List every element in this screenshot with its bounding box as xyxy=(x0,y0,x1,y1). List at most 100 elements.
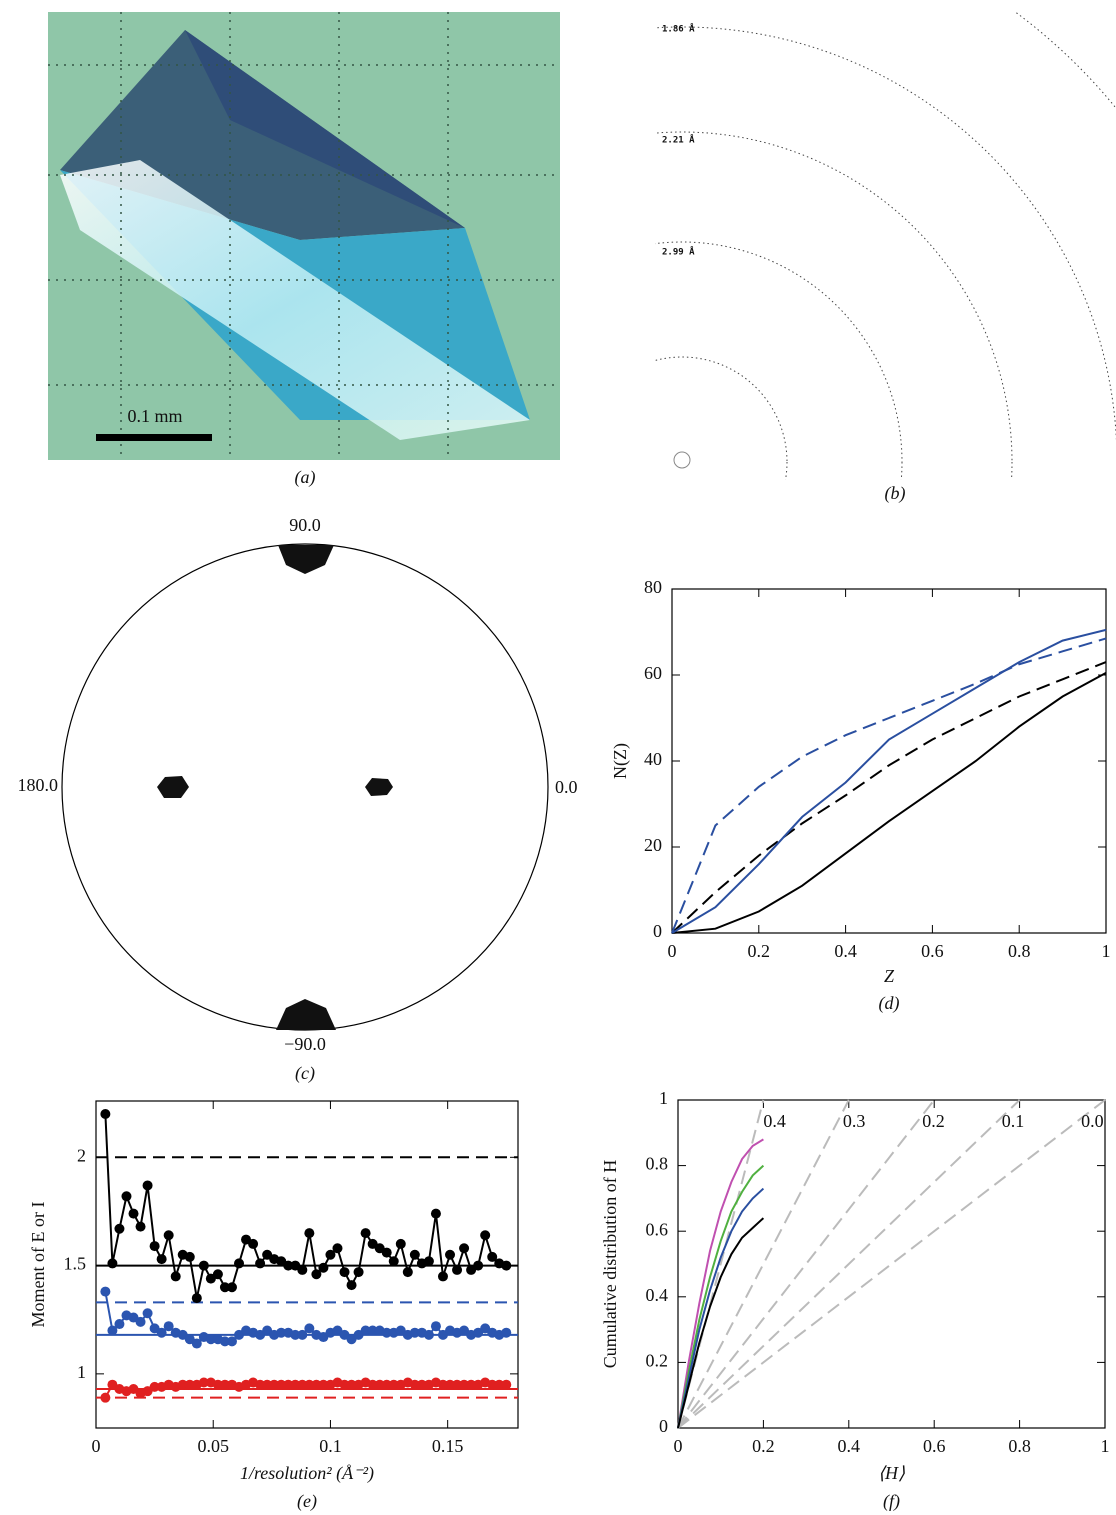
marker xyxy=(142,1308,153,1319)
x-tick-label: 0.8 xyxy=(1008,941,1031,961)
marker xyxy=(283,1379,294,1390)
marker xyxy=(191,1293,202,1304)
marker xyxy=(248,1238,259,1249)
y-tick-label: 20 xyxy=(644,835,662,855)
series-line xyxy=(671,628,1107,934)
marker xyxy=(135,1221,146,1232)
marker xyxy=(276,1327,287,1338)
peak xyxy=(365,778,393,796)
marker xyxy=(276,1379,287,1390)
marker xyxy=(297,1329,308,1340)
marker xyxy=(381,1327,392,1338)
marker xyxy=(452,1379,463,1390)
marker xyxy=(100,1108,111,1119)
x-axis-label: 1/resolution² (Å⁻²) xyxy=(240,1463,374,1484)
y-tick-label: 2 xyxy=(77,1145,86,1165)
series-line xyxy=(677,1099,765,1429)
marker xyxy=(346,1379,357,1390)
x-tick-label: 0.2 xyxy=(752,1436,775,1456)
marker xyxy=(149,1381,160,1392)
x-tick-label: 0 xyxy=(668,941,677,961)
stereogram-circle xyxy=(61,543,549,1031)
marker xyxy=(121,1191,132,1202)
x-tick-label: 1 xyxy=(1102,941,1111,961)
marker xyxy=(409,1249,420,1260)
angle-label: 180.0 xyxy=(18,775,59,795)
marker xyxy=(445,1379,456,1390)
marker xyxy=(219,1379,230,1390)
caption: (a) xyxy=(295,467,316,488)
series-line xyxy=(677,1138,764,1429)
y-tick-label: 80 xyxy=(644,577,662,597)
marker xyxy=(473,1260,484,1271)
resolution-rings xyxy=(655,12,1116,480)
beam-stop xyxy=(655,455,745,465)
y-tick-label: 0 xyxy=(653,921,662,941)
marker xyxy=(437,1271,448,1282)
marker xyxy=(107,1258,118,1269)
marker xyxy=(198,1377,209,1388)
marker xyxy=(163,1230,174,1241)
marker xyxy=(501,1327,512,1338)
marker xyxy=(339,1379,350,1390)
series-line xyxy=(671,671,1107,934)
series-line xyxy=(677,1164,765,1429)
marker xyxy=(339,1267,350,1278)
angle-label: 0.0 xyxy=(555,777,578,797)
marker xyxy=(114,1319,125,1330)
y-tick-label: 0.6 xyxy=(646,1219,669,1239)
marker xyxy=(184,1251,195,1262)
marker xyxy=(388,1379,399,1390)
marker xyxy=(445,1249,456,1260)
marker xyxy=(255,1258,266,1269)
panel-a: 0.1 mm (a) xyxy=(48,12,560,488)
marker xyxy=(234,1258,245,1269)
marker xyxy=(290,1379,301,1390)
marker xyxy=(332,1243,343,1254)
marker xyxy=(452,1264,463,1275)
marker xyxy=(219,1282,230,1293)
marker xyxy=(304,1323,315,1334)
marker xyxy=(311,1379,322,1390)
peak xyxy=(276,999,336,1030)
angle-label: −90.0 xyxy=(284,1034,326,1054)
peak xyxy=(278,545,334,574)
y-axis-label: Moment of E or I xyxy=(28,1202,48,1328)
marker xyxy=(170,1271,181,1282)
marker xyxy=(360,1228,371,1239)
marker xyxy=(226,1336,237,1347)
marker xyxy=(430,1208,441,1219)
line-label: 0.3 xyxy=(843,1111,866,1131)
marker xyxy=(494,1379,505,1390)
series-line xyxy=(677,1099,935,1429)
marker xyxy=(212,1379,223,1390)
marker xyxy=(135,1316,146,1327)
series-line xyxy=(677,1217,765,1429)
y-axis-label: N(Z) xyxy=(610,743,631,779)
marker xyxy=(430,1321,441,1332)
scale-bar xyxy=(96,434,212,441)
marker xyxy=(290,1329,301,1340)
marker xyxy=(100,1286,111,1297)
marker xyxy=(142,1180,153,1191)
marker xyxy=(501,1260,512,1271)
panel-c: 90.0 180.0 0.0 −90.0 (c) xyxy=(18,515,578,1084)
marker xyxy=(388,1256,399,1267)
marker xyxy=(487,1379,498,1390)
beam-center xyxy=(673,451,691,469)
y-tick-label: 0.4 xyxy=(646,1285,669,1305)
y-tick-label: 60 xyxy=(644,663,662,683)
marker xyxy=(219,1336,230,1347)
marker xyxy=(325,1249,336,1260)
marker xyxy=(128,1208,139,1219)
y-tick-label: 1 xyxy=(77,1362,86,1382)
plot-frame xyxy=(671,588,1107,934)
marker xyxy=(367,1379,378,1390)
x-axis-label: Z xyxy=(884,966,895,986)
marker xyxy=(226,1282,237,1293)
angle-label: 90.0 xyxy=(289,515,321,535)
x-tick-label: 0.1 xyxy=(319,1436,342,1456)
line-label: 0.2 xyxy=(922,1111,945,1131)
marker xyxy=(205,1334,216,1345)
line-label: 0.1 xyxy=(1002,1111,1025,1131)
